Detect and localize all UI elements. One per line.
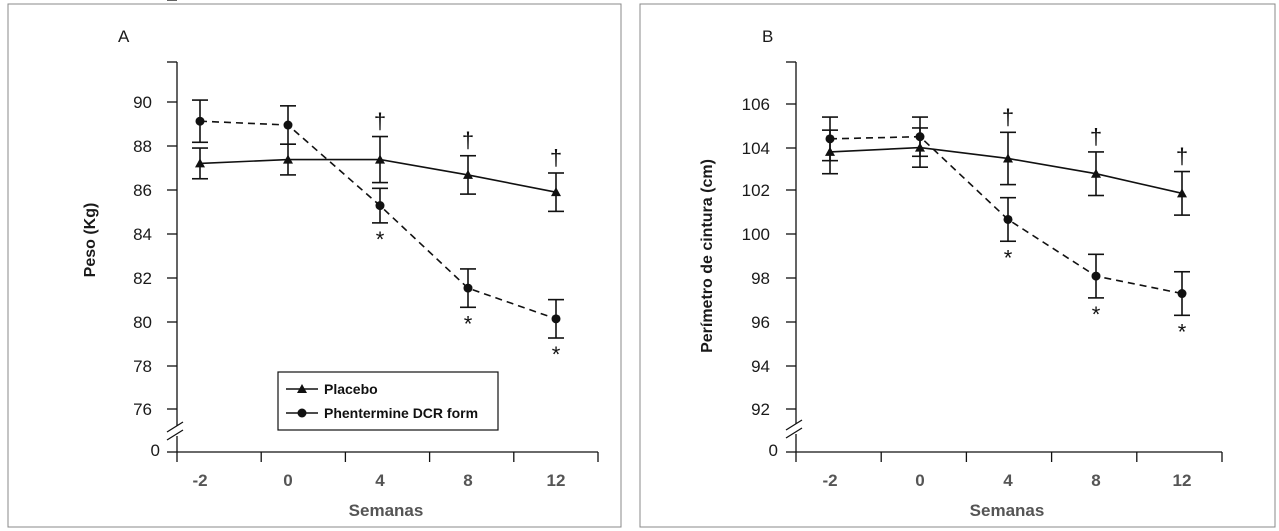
- significance-dagger: †: [462, 128, 474, 153]
- data-point-triangle: [1177, 188, 1187, 198]
- data-point-circle: [915, 132, 925, 142]
- y-zero-label: 0: [151, 441, 160, 460]
- y-tick-label: 102: [742, 181, 770, 200]
- x-axis-title: Semanas: [349, 501, 424, 520]
- series-line-phentermine: [199, 120, 557, 320]
- y-zero-label: 0: [769, 441, 778, 460]
- significance-asterisk: *: [552, 342, 561, 367]
- significance-dagger: †: [1090, 124, 1102, 149]
- data-point-triangle: [1091, 168, 1101, 178]
- data-point-circle: [463, 283, 473, 293]
- significance-asterisk: *: [1092, 302, 1101, 327]
- legend-marker-circle: [297, 408, 307, 418]
- y-tick-label: 82: [133, 269, 152, 288]
- significance-asterisk: *: [1004, 245, 1013, 270]
- panel-b-perimetro: B 92 94 96 98 100 102 104 106 0 -2 0 4 8 12 Semanas Perí…: [639, 3, 1276, 528]
- legend: Placebo Phentermine DCR form: [277, 371, 499, 431]
- series-line-placebo: [199, 158, 557, 193]
- data-point-triangle: [463, 169, 473, 179]
- data-point-circle: [1091, 271, 1101, 281]
- y-axis-title: Perímetro de cintura (cm): [699, 159, 716, 353]
- y-tick-label: 92: [133, 0, 152, 4]
- data-point-circle: [825, 134, 835, 144]
- data-point-triangle: [195, 158, 205, 168]
- x-axis-title: Semanas: [970, 501, 1045, 520]
- y-tick-label: 96: [751, 313, 770, 332]
- data-point-triangle: [375, 154, 385, 164]
- y-tick-label: 90: [133, 93, 152, 112]
- panel-frame: [639, 3, 1276, 528]
- x-tick-label: -2: [822, 471, 837, 490]
- x-tick-label: 4: [375, 471, 385, 490]
- significance-asterisk: *: [1178, 319, 1187, 344]
- x-tick-label: -2: [192, 471, 207, 490]
- y-tick-label: 98: [751, 269, 770, 288]
- x-tick-label: 0: [915, 471, 924, 490]
- data-point-circle: [1177, 289, 1187, 299]
- x-tick-label: 0: [283, 471, 292, 490]
- axis-break-mark: [785, 419, 803, 431]
- axis-break-mark: [166, 429, 184, 441]
- y-tick-label: 80: [133, 313, 152, 332]
- x-tick-label: 12: [1173, 471, 1192, 490]
- data-point-triangle: [283, 154, 293, 164]
- legend-marker-triangle: [297, 384, 307, 393]
- panel-frame: [7, 3, 622, 528]
- x-tick-label: 8: [1091, 471, 1100, 490]
- y-tick-label: 78: [133, 357, 152, 376]
- series-line-placebo: [829, 146, 1183, 195]
- axis-break-mark: [166, 421, 184, 433]
- significance-dagger: †: [1176, 144, 1188, 169]
- y-tick-label: 106: [742, 95, 770, 114]
- significance-dagger: †: [1002, 104, 1014, 129]
- panel-label: B: [762, 27, 773, 46]
- significance-dagger: †: [374, 109, 386, 134]
- y-tick-label: 94: [751, 357, 770, 376]
- data-point-circle: [1003, 214, 1013, 224]
- legend-box: [277, 371, 499, 431]
- panel-label: A: [118, 27, 130, 46]
- y-tick-label: 84: [133, 225, 152, 244]
- y-tick-label: 92: [751, 400, 770, 419]
- y-tick-label: 88: [133, 137, 152, 156]
- significance-asterisk: *: [464, 311, 473, 336]
- data-point-circle: [551, 314, 561, 324]
- y-tick-label: 76: [133, 400, 152, 419]
- legend-label-phentermine: Phentermine DCR form: [324, 405, 478, 421]
- x-tick-label: 12: [547, 471, 566, 490]
- significance-asterisk: *: [376, 227, 385, 252]
- axis-break-mark: [785, 427, 803, 439]
- y-tick-label: 100: [742, 225, 770, 244]
- y-axis-title: Peso (Kg): [82, 203, 99, 278]
- data-point-circle: [375, 201, 385, 211]
- x-tick-label: 8: [463, 471, 472, 490]
- legend-label-placebo: Placebo: [324, 381, 378, 397]
- y-tick-label: 86: [133, 181, 152, 200]
- data-point-circle: [195, 116, 205, 126]
- data-point-triangle: [1003, 153, 1013, 163]
- significance-dagger: †: [550, 145, 562, 170]
- data-point-triangle: [551, 187, 561, 197]
- panel-a-peso: A 76 78 80 82 84 86 88 90 92 0 -2 0 4 8 12 Semanas Peso (…: [7, 0, 622, 528]
- data-point-circle: [283, 120, 293, 130]
- y-tick-label: 104: [742, 139, 770, 158]
- x-tick-label: 4: [1003, 471, 1013, 490]
